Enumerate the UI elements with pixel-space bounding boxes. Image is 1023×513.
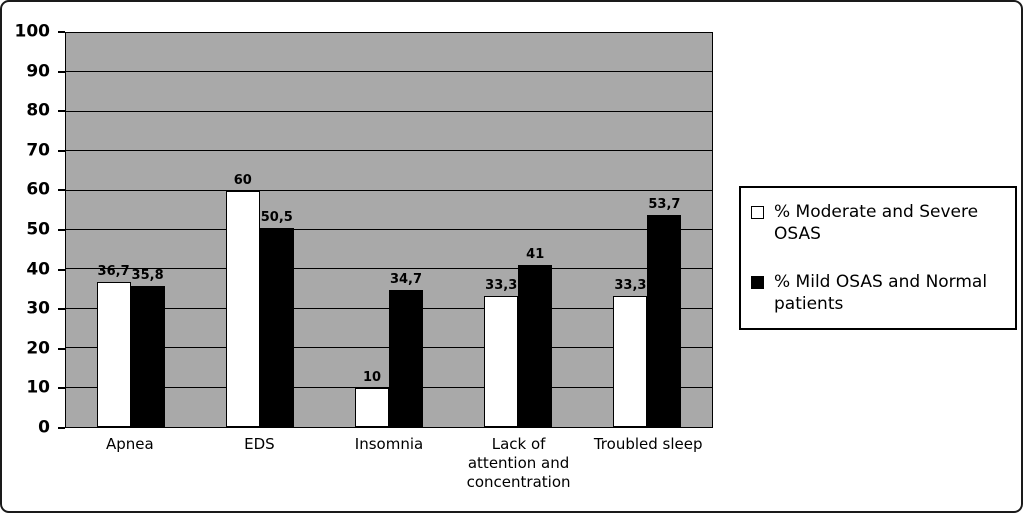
y-axis-tick-mark bbox=[58, 308, 65, 311]
y-axis-tick-label: 0 bbox=[38, 417, 50, 438]
plot-area: 36,7 35,8 60 50,5 10 34,7 33,3 41 33,3 53,7 bbox=[65, 32, 713, 428]
x-axis-category-label: Apnea bbox=[105, 435, 154, 453]
legend-item-mild_osas_normal: % Mild OSAS and Normal patients bbox=[751, 271, 1005, 315]
bar-moderate_severe_osas: 33,3 bbox=[613, 278, 648, 427]
y-axis-tick-mark bbox=[58, 268, 65, 271]
y-axis-tick-mark bbox=[58, 189, 65, 192]
y-axis-tick-mark bbox=[58, 229, 65, 231]
y-axis-tick-mark bbox=[58, 387, 65, 390]
legend-swatch-mild_osas_normal bbox=[751, 276, 764, 290]
y-axis-tick-label: 30 bbox=[26, 298, 50, 319]
bar-value-label: 33,3 bbox=[485, 277, 518, 293]
bar-moderate_severe_osas: 36,7 bbox=[96, 264, 131, 427]
legend-label: % Moderate and Severe OSAS bbox=[774, 202, 979, 245]
legend-swatch-moderate_severe_osas bbox=[751, 206, 764, 219]
bar-value-label: 53,7 bbox=[648, 197, 681, 213]
gridline bbox=[66, 150, 712, 152]
bar-mild_osas_normal: 35,8 bbox=[130, 268, 165, 427]
bar-moderate_severe_osas: 10 bbox=[355, 370, 389, 427]
y-axis-tick-label: 90 bbox=[26, 61, 50, 82]
x-axis-category-label: EDS bbox=[244, 435, 275, 453]
bar-value-label: 10 bbox=[362, 369, 382, 385]
bar-mild_osas_normal: 53,7 bbox=[647, 197, 682, 427]
bar-moderate_severe_osas: 60 bbox=[225, 173, 260, 427]
y-axis-tick-mark bbox=[58, 70, 65, 73]
bar-groups: 36,7 35,8 60 50,5 10 34,7 33,3 41 33,3 53,7 bbox=[66, 33, 712, 427]
y-axis-tick-mark bbox=[58, 31, 65, 33]
x-axis-category-label: Insomnia bbox=[354, 435, 424, 453]
gridline bbox=[66, 32, 712, 33]
y-axis-tick-label: 10 bbox=[26, 377, 50, 398]
x-axis-category-label: Lack of attention and concentration bbox=[466, 435, 571, 491]
bar-group: 60 50,5 bbox=[195, 33, 324, 427]
gridline bbox=[66, 71, 712, 73]
y-axis-tick-label: 50 bbox=[26, 219, 50, 240]
legend: % Moderate and Severe OSAS % Mild OSAS an… bbox=[739, 186, 1017, 331]
bar-value-label: 34,7 bbox=[389, 272, 423, 288]
y-axis-tick-mark bbox=[58, 149, 65, 152]
bar-mild_osas_normal: 34,7 bbox=[389, 272, 423, 427]
gridline bbox=[66, 189, 712, 191]
bar-value-label: 36,7 bbox=[97, 264, 130, 280]
legend-label: % Mild OSAS and Normal patients bbox=[774, 272, 988, 315]
y-axis-tick-mark bbox=[58, 427, 65, 429]
bar-group: 10 34,7 bbox=[324, 33, 453, 427]
legend-item-moderate_severe_osas: % Moderate and Severe OSAS bbox=[751, 201, 1005, 245]
y-axis-tick-label: 100 bbox=[14, 21, 51, 42]
bar-value-label: 41 bbox=[526, 247, 545, 263]
bar-group: 36,7 35,8 bbox=[66, 33, 195, 427]
bar-group: 33,3 41 bbox=[454, 33, 583, 427]
gridline bbox=[66, 110, 712, 112]
y-axis-tick-label: 80 bbox=[26, 100, 50, 121]
bar-value-label: 33,3 bbox=[614, 277, 647, 293]
y-axis-tick-label: 70 bbox=[26, 140, 50, 161]
gridline bbox=[66, 229, 712, 230]
y-axis-tick-label: 40 bbox=[26, 259, 50, 280]
y-axis-tick-label: 20 bbox=[26, 338, 50, 359]
bar-value-label: 50,5 bbox=[260, 210, 293, 226]
bar-moderate_severe_osas: 33,3 bbox=[484, 278, 519, 427]
gridline bbox=[66, 268, 712, 270]
y-axis-tick-mark bbox=[58, 110, 65, 113]
y-axis: 0 10 20 30 40 50 60 70 80 90 100 bbox=[2, 23, 65, 436]
y-axis-tick-mark bbox=[58, 347, 65, 350]
bar-mild_osas_normal: 50,5 bbox=[259, 210, 294, 427]
bar-group: 33,3 53,7 bbox=[583, 33, 712, 427]
x-axis-category-label: Troubled sleep bbox=[593, 435, 703, 453]
x-axis: Apnea EDS Insomnia Lack of attention and co… bbox=[65, 435, 713, 491]
bar-mild_osas_normal: 41 bbox=[518, 247, 553, 427]
bar-value-label: 60 bbox=[233, 172, 252, 188]
bar-value-label: 35,8 bbox=[131, 267, 164, 283]
y-axis-tick-label: 60 bbox=[26, 179, 50, 200]
